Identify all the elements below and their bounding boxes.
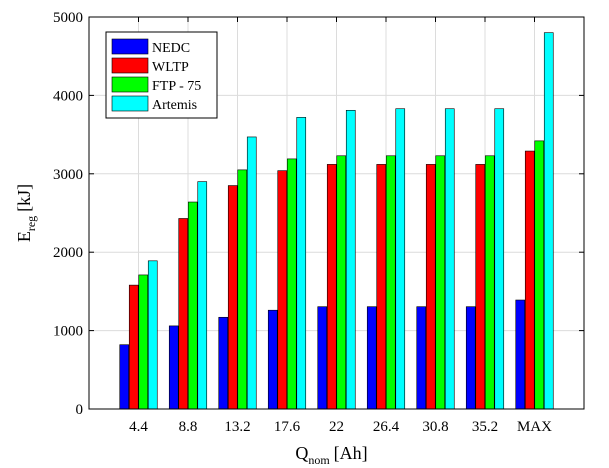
bar-nedc-17-6 [267, 309, 278, 410]
axis-ticks [89, 16, 584, 410]
y-tick-label: 3000 [53, 167, 83, 183]
y-axis-label: Ereg[kJ] [14, 184, 38, 242]
bar-wltp-35-2 [475, 164, 486, 410]
x-tick-label: 35.2 [472, 419, 498, 435]
x-tick-label: 26.4 [373, 419, 400, 435]
legend: NEDC WLTP FTP - 75 Artemis [105, 31, 218, 119]
bar-wltp-4-4 [128, 284, 139, 410]
bar-ftp-75-22 [336, 155, 347, 410]
bar-ftp-75-max [534, 140, 545, 410]
y-tick-labels: 0 1000 2000 3000 4000 5000 [53, 10, 83, 418]
x-tick-label: 4.4 [129, 419, 148, 435]
bar-artemis-4-4 [147, 260, 158, 410]
x-tick-labels: 4.4 8.8 13.2 17.6 22 26.4 30.8 35.2 MAX [129, 419, 552, 435]
legend-swatch [111, 76, 149, 93]
bar-artemis-30-8 [444, 108, 455, 410]
bar-ftp-75-13-2 [237, 169, 248, 410]
bar-wltp-max [524, 150, 535, 410]
bar-nedc-8-8 [168, 325, 179, 410]
bar-wltp-8-8 [178, 218, 189, 410]
bar-nedc-26-4 [366, 306, 377, 410]
bar-ftp-75-4-4 [138, 274, 149, 410]
bar-wltp-30-8 [425, 164, 436, 410]
bar-ftp-75-26-4 [385, 155, 396, 410]
bar-artemis-26-4 [395, 108, 406, 410]
bar-ftp-75-30-8 [435, 155, 446, 410]
bar-ftp-75-35-2 [484, 155, 495, 410]
legend-swatch [111, 95, 149, 112]
bar-artemis-13-2 [246, 136, 257, 410]
x-axis-label: Qnom [Ah] [295, 443, 367, 467]
x-tick-label: 13.2 [224, 419, 250, 435]
legend-label: NEDC [152, 41, 190, 56]
y-tick-label: 0 [76, 402, 84, 418]
x-tick-label: MAX [517, 419, 552, 435]
legend-swatch [111, 57, 149, 74]
bar-nedc-35-2 [465, 306, 476, 410]
x-tick-label: 8.8 [179, 419, 198, 435]
y-tick-label: 2000 [53, 245, 83, 261]
legend-label: FTP - 75 [152, 79, 201, 94]
bar-artemis-35-2 [494, 108, 505, 410]
bar-ftp-75-8-8 [187, 201, 198, 410]
bar-wltp-17-6 [277, 170, 288, 410]
bar-nedc-max [515, 299, 526, 410]
bar-artemis-22 [345, 109, 356, 410]
legend-label: Artemis [152, 98, 197, 113]
y-tick-label: 1000 [53, 324, 83, 340]
bar-artemis-17-6 [296, 117, 307, 410]
bar-artemis-8-8 [197, 181, 208, 410]
bar-artemis-max [543, 32, 554, 410]
x-tick-label: 17.6 [274, 419, 301, 435]
legend-swatch [111, 38, 149, 55]
x-tick-label: 30.8 [422, 419, 448, 435]
x-tick-label: 22 [329, 419, 344, 435]
bar-wltp-26-4 [376, 164, 387, 410]
bar-nedc-30-8 [416, 306, 427, 410]
bar-nedc-22 [317, 306, 328, 410]
bar-ftp-75-17-6 [286, 158, 297, 410]
bar-wltp-22 [326, 164, 337, 410]
y-tick-label: 5000 [53, 10, 83, 26]
bar-wltp-13-2 [227, 185, 238, 410]
y-tick-label: 4000 [53, 88, 83, 104]
bar-nedc-13-2 [218, 316, 229, 410]
bar-nedc-4-4 [119, 344, 130, 410]
legend-label: WLTP [152, 60, 189, 75]
bars [119, 32, 554, 410]
